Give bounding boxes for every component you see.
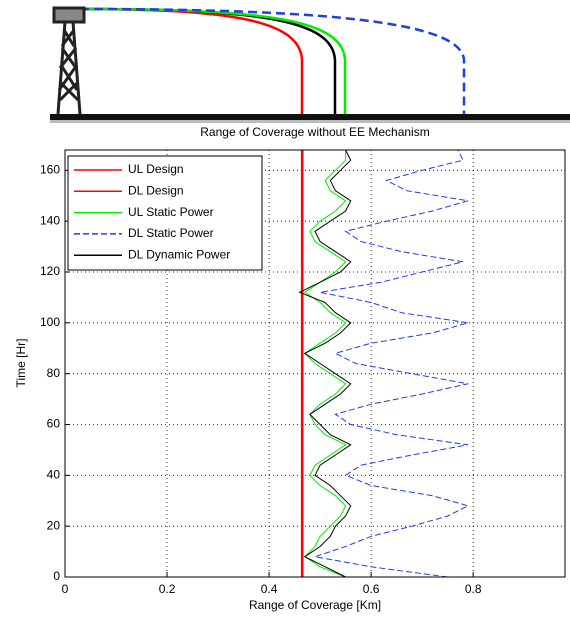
y-tick-label: 160 xyxy=(40,163,60,177)
x-tick-label: 0.8 xyxy=(465,582,482,596)
legend-label: DL Static Power xyxy=(128,226,214,240)
legend-label: DL Dynamic Power xyxy=(128,247,230,261)
dl-static-curve xyxy=(79,7,466,115)
y-tick-label: 140 xyxy=(40,213,60,227)
ul-curve xyxy=(79,7,304,115)
dl-dynamic-curve xyxy=(79,7,337,115)
plot-area: 0 0.2 0.4 0.6 0.8 0 20 40 60 80 100 120 140 160 UL Des… xyxy=(40,149,566,596)
y-tick-label: 20 xyxy=(47,518,61,532)
y-tick-label: 100 xyxy=(40,315,60,329)
y-axis-label: Time [Hr] xyxy=(14,339,28,388)
schematic-title: Range of Coverage without EE Mechanism xyxy=(200,125,429,139)
x-tick-label: 0.4 xyxy=(261,582,278,596)
legend-label: UL Design xyxy=(128,162,184,176)
y-tick-label: 0 xyxy=(53,569,60,583)
legend-label: UL Static Power xyxy=(128,205,214,219)
series-line xyxy=(303,150,347,578)
y-tick-label: 80 xyxy=(47,366,61,380)
plot-frame xyxy=(64,149,566,578)
series-line xyxy=(314,149,470,578)
y-tick-label: 60 xyxy=(47,417,61,431)
legend-label: DL Design xyxy=(128,183,184,197)
x-tick-label: 0.2 xyxy=(159,582,176,596)
x-tick-label: 0 xyxy=(62,582,69,596)
series-line xyxy=(298,149,352,578)
y-tick-label: 40 xyxy=(47,468,61,482)
ul-static-curve xyxy=(79,7,347,115)
x-axis-label: Range of Coverage [Km] xyxy=(249,598,381,612)
ground-shadow xyxy=(50,120,570,123)
y-tick-label: 120 xyxy=(40,264,60,278)
coverage-schematic xyxy=(50,6,570,123)
x-tick-label: 0.6 xyxy=(363,582,380,596)
ground xyxy=(50,114,570,120)
tower xyxy=(52,6,86,115)
